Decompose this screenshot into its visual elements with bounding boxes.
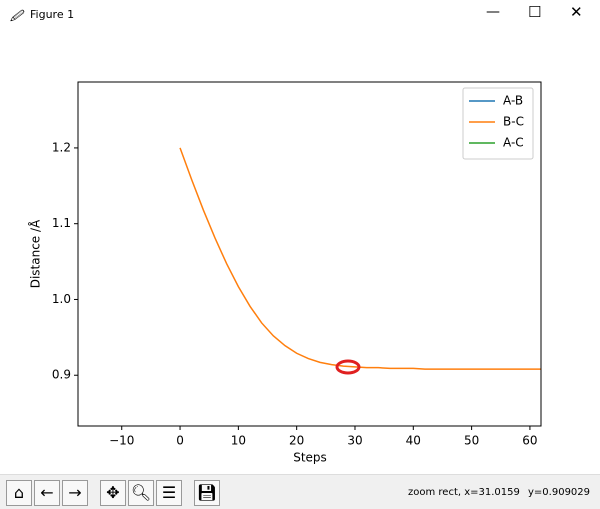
save-button[interactable]: 💾︎: [194, 480, 220, 506]
toolbar: ⌂ ← → ✥ 🔍︎ ☰ 💾︎ zoom rect, x=31.0159 y=0…: [0, 474, 600, 509]
y-axis-label: Distance /Å: [28, 219, 43, 288]
chart: Steps Distance /Å −10 0 10 20 30 40 50 60 0.9 1.0…: [28, 81, 542, 465]
x-tick-label: 40: [406, 434, 421, 448]
status-x: zoom rect, x=31.0159: [408, 487, 520, 498]
legend-box: [462, 87, 534, 160]
x-tick-label: 60: [522, 434, 537, 448]
x-tick-label: 20: [289, 434, 304, 448]
minimize-button[interactable]: —: [486, 4, 500, 20]
legend-label: A-B: [503, 94, 523, 108]
x-tick-label: 30: [347, 434, 362, 448]
legend-label: A-C: [503, 136, 524, 150]
forward-button[interactable]: →: [62, 480, 88, 506]
status-y: y=0.909029: [528, 487, 591, 498]
window-title: Figure 1: [30, 8, 75, 21]
configure-button[interactable]: ☰: [156, 480, 182, 506]
x-tick-label: 10: [231, 434, 246, 448]
zoom-button[interactable]: 🔍︎: [128, 480, 154, 506]
app-icon: 🖉: [10, 9, 23, 23]
pan-button[interactable]: ✥: [100, 480, 126, 506]
x-tick-label: −10: [109, 434, 134, 448]
home-button[interactable]: ⌂: [6, 480, 32, 506]
title-bar: 🖉 Figure 1 — ☐ ✕: [0, 0, 600, 30]
legend-label: B-C: [503, 115, 524, 129]
x-tick-label: 0: [176, 434, 184, 448]
back-button[interactable]: ←: [34, 480, 60, 506]
axes-frame: [77, 81, 542, 427]
close-button[interactable]: ✕: [570, 3, 583, 21]
y-tick-label: 1.2: [52, 140, 71, 154]
highlight-circle: [335, 359, 361, 375]
y-tick-label: 1.1: [52, 216, 71, 230]
y-tick-label: 0.9: [52, 368, 71, 382]
maximize-button[interactable]: ☐: [528, 3, 542, 21]
y-tick-label: 1.0: [52, 292, 71, 306]
x-axis-label: Steps: [293, 451, 327, 465]
x-tick-label: 50: [464, 434, 479, 448]
data-line: [179, 147, 541, 370]
